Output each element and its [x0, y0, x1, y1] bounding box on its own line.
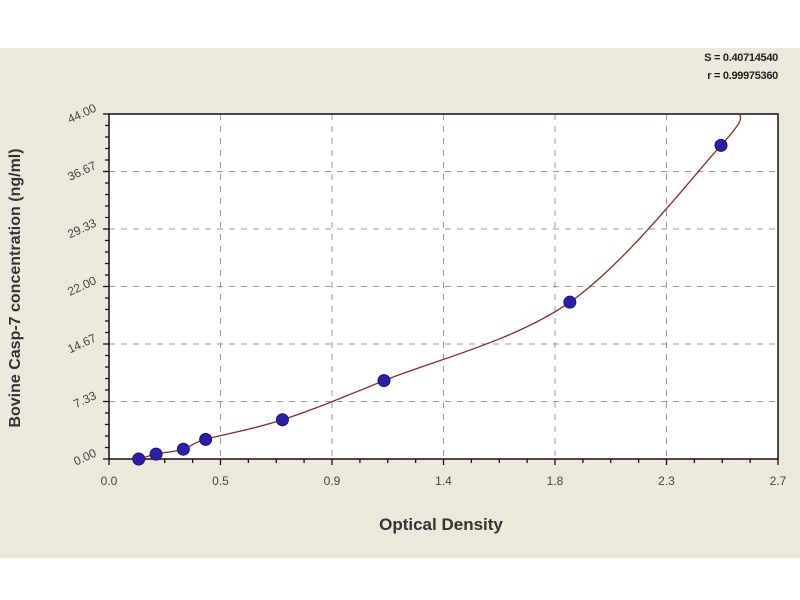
data-point: [176, 442, 190, 456]
y-tick-label: 29.33: [65, 216, 98, 242]
data-point: [714, 138, 728, 152]
y-tick-label: 14.67: [65, 331, 98, 357]
data-point: [149, 447, 163, 461]
s-statistic: S = 0.40714540: [704, 52, 778, 64]
data-point: [132, 452, 146, 466]
y-tick-label: 7.33: [71, 388, 98, 411]
fit-curve: [138, 113, 742, 460]
x-axis-label: Optical Density: [379, 515, 503, 534]
data-point: [199, 432, 213, 446]
y-tick-label: 0.00: [71, 446, 98, 469]
x-tick-label: 2.3: [658, 474, 675, 488]
r-statistic: r = 0.99975360: [707, 70, 778, 82]
x-tick-label: 0.9: [324, 474, 341, 488]
x-tick-label: 2.7: [770, 474, 787, 488]
data-point: [377, 374, 391, 388]
y-tick-label: 36.67: [65, 158, 98, 184]
x-tick-label: 0.0: [101, 474, 118, 488]
x-tick-label: 0.5: [212, 474, 229, 488]
x-tick-label: 1.4: [435, 474, 452, 488]
y-tick-label: 44.00: [65, 101, 98, 127]
x-tick-label: 1.8: [547, 474, 564, 488]
y-axis-label: Bovine Casp-7 concentration (ng/ml): [7, 148, 24, 428]
data-point: [563, 295, 577, 309]
y-tick-label: 22.00: [65, 273, 98, 299]
data-point: [275, 413, 289, 427]
